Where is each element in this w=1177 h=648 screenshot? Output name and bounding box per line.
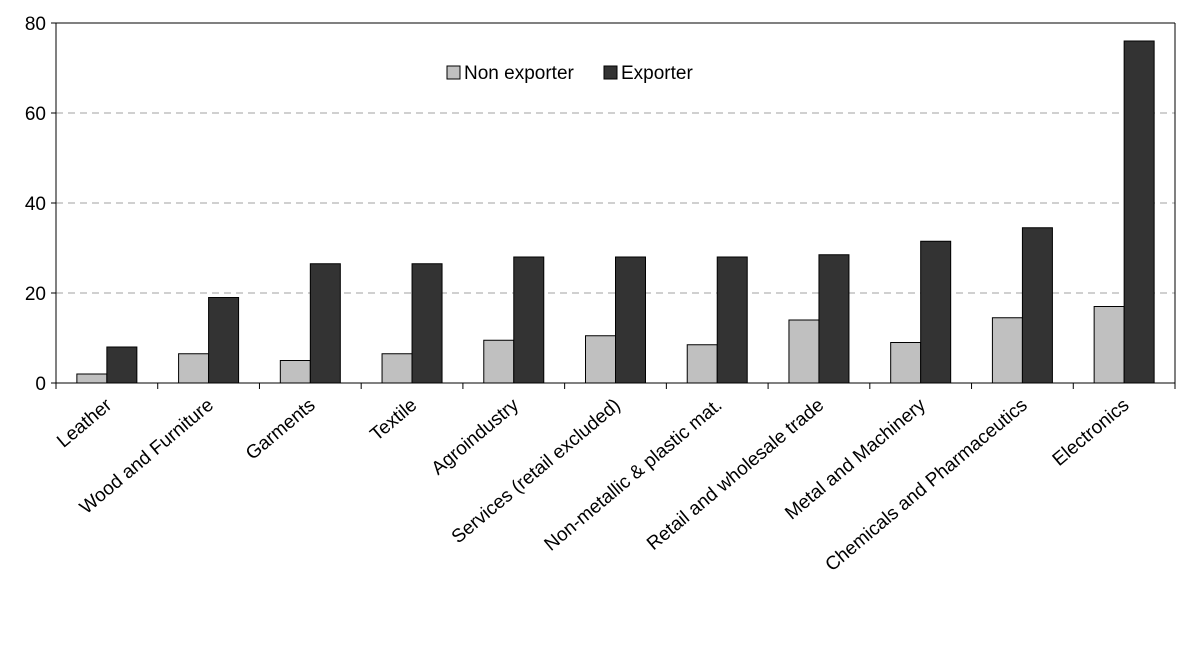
y-tick-label: 20 bbox=[25, 284, 46, 305]
legend-label-exporter: Exporter bbox=[621, 63, 693, 84]
bar-non-exporter bbox=[178, 353, 210, 384]
x-category-label: Retail and wholesale trade bbox=[643, 395, 828, 555]
bar-exporter bbox=[411, 263, 443, 384]
y-tick-label: 80 bbox=[25, 14, 46, 35]
bar-non-exporter bbox=[890, 342, 922, 384]
legend-label-non-exporter: Non exporter bbox=[464, 63, 575, 84]
legend-swatch-non-exporter bbox=[446, 65, 461, 80]
bar-non-exporter bbox=[686, 344, 718, 384]
x-category-label: Textile bbox=[367, 395, 422, 446]
bar-exporter bbox=[615, 256, 646, 384]
x-category-label: Electronics bbox=[1049, 395, 1134, 471]
legend-swatch-exporter bbox=[603, 65, 618, 80]
bar-non-exporter bbox=[381, 353, 413, 384]
bar-non-exporter bbox=[76, 373, 108, 384]
bar-non-exporter bbox=[1093, 306, 1125, 384]
bar-exporter bbox=[513, 256, 545, 384]
bar-exporter bbox=[1123, 40, 1155, 384]
bar-non-exporter bbox=[483, 339, 515, 384]
bar-exporter bbox=[106, 346, 138, 384]
x-category-label: Chemicals and Pharmaceutics bbox=[822, 395, 1032, 576]
bars bbox=[76, 40, 1155, 384]
y-tick-label: 0 bbox=[35, 374, 46, 395]
x-category-label: Agroindustry bbox=[428, 394, 524, 479]
y-tick-label: 60 bbox=[25, 104, 46, 125]
bar-exporter bbox=[818, 254, 850, 384]
bar-non-exporter bbox=[585, 335, 616, 384]
x-category-label: Garments bbox=[242, 395, 319, 465]
bar-exporter bbox=[309, 263, 341, 384]
x-category-label: Non-metallic & plastic mat. bbox=[541, 395, 727, 556]
axes bbox=[51, 22, 1176, 389]
bar-exporter bbox=[1021, 227, 1053, 384]
bar-exporter bbox=[716, 256, 748, 384]
bar-non-exporter bbox=[991, 317, 1023, 384]
y-tick-label: 40 bbox=[25, 194, 46, 215]
bar-exporter bbox=[920, 240, 952, 384]
legend: Non exporter Exporter bbox=[446, 63, 693, 84]
bar-non-exporter bbox=[788, 319, 820, 384]
x-category-label: Leather bbox=[53, 394, 116, 452]
gridlines bbox=[56, 112, 1175, 294]
bar-non-exporter bbox=[279, 360, 311, 384]
bar-exporter bbox=[208, 297, 240, 384]
x-category-label: Services (retail excluded) bbox=[448, 395, 625, 548]
